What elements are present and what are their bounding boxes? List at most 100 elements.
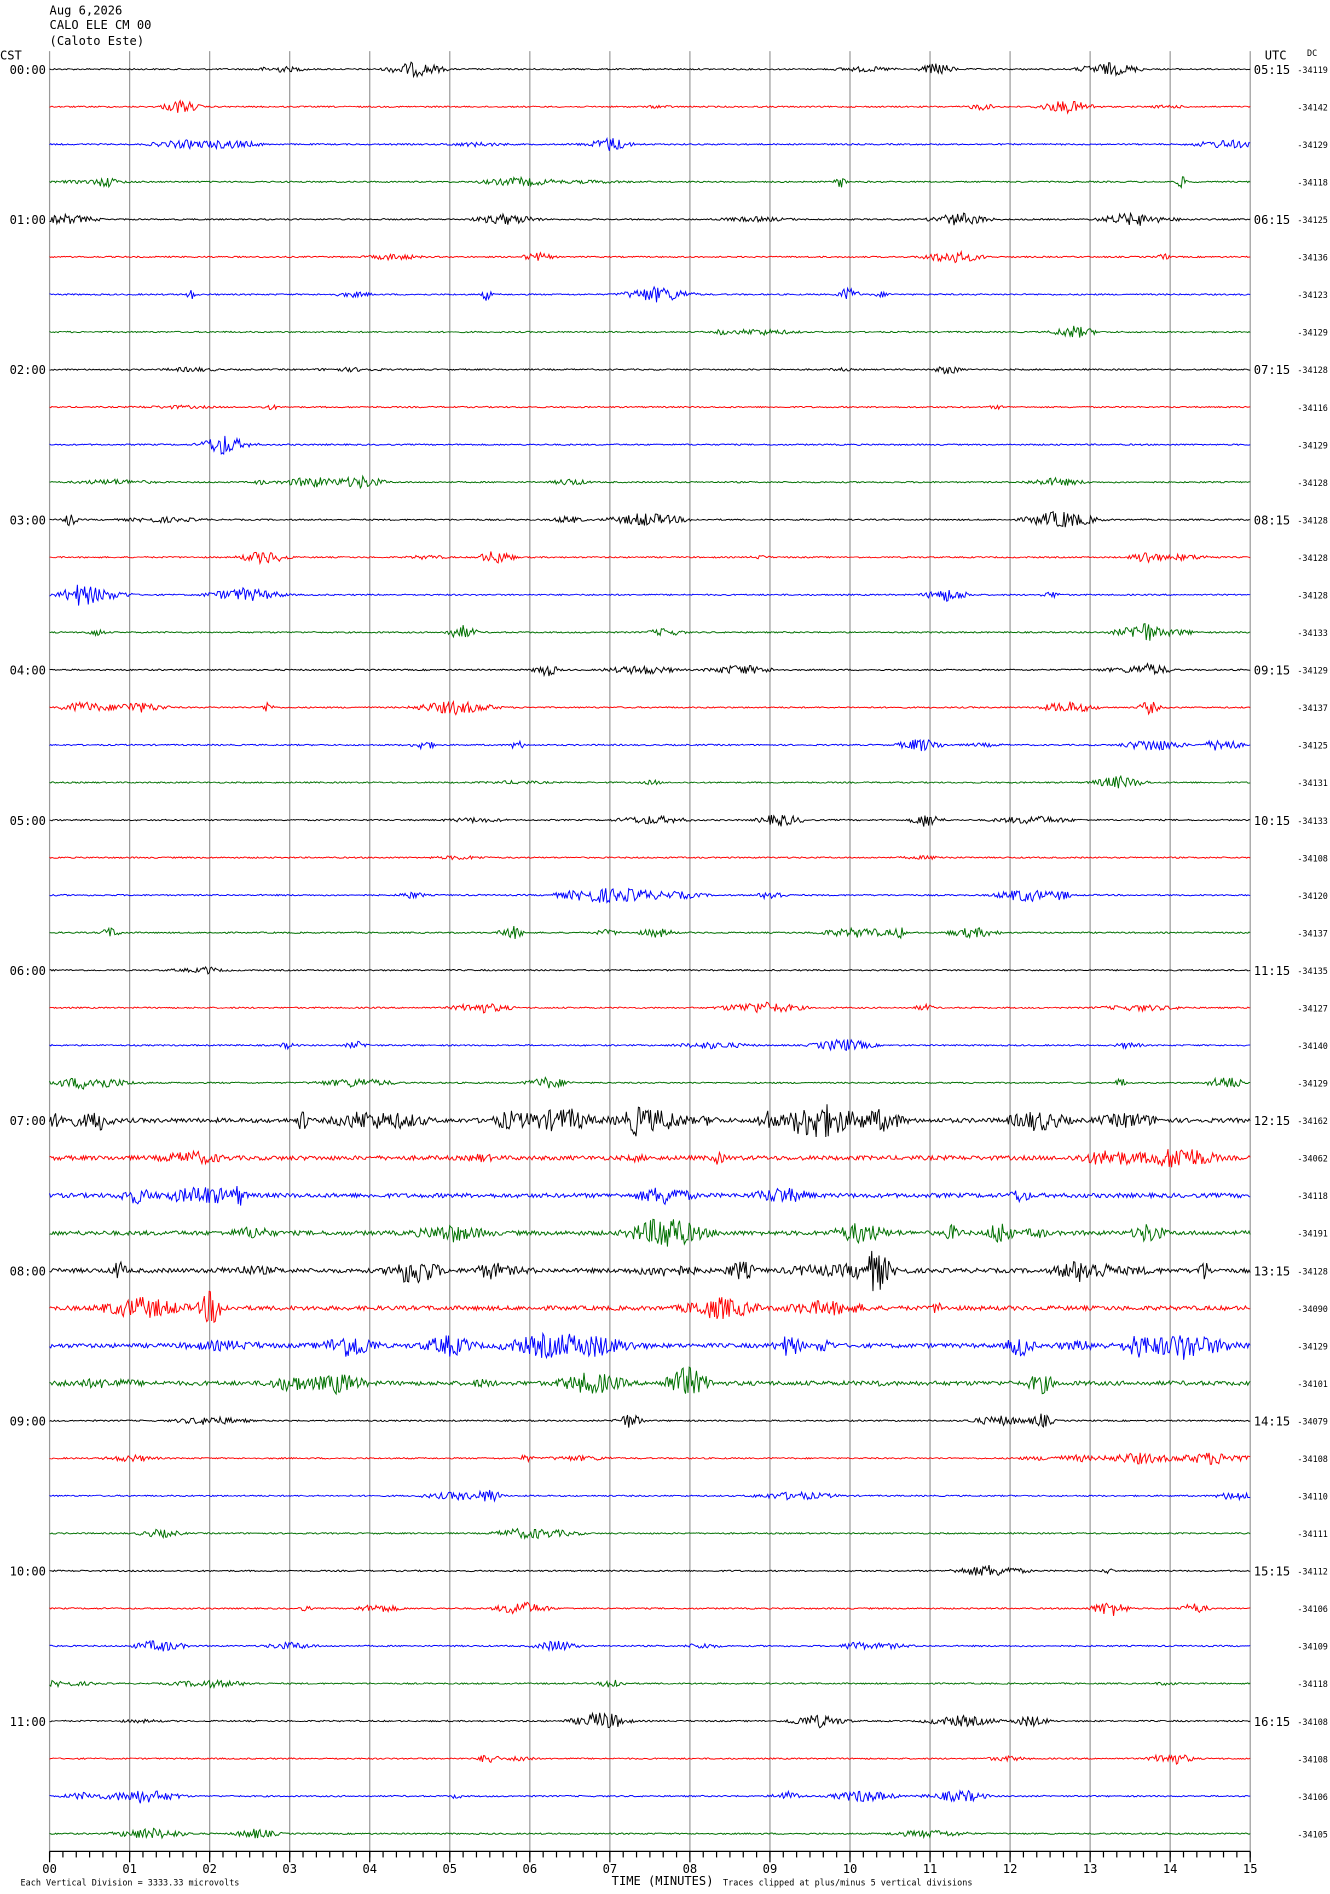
dc-value: -34106 [1297, 1792, 1328, 1802]
dc-value: -34108 [1297, 1717, 1328, 1727]
trace [49, 966, 1251, 975]
dc-value: -34108 [1297, 1754, 1328, 1764]
trace [49, 1452, 1251, 1465]
trace [49, 99, 1251, 115]
utc-label: 11:15 [1254, 964, 1290, 978]
cst-label: 00:00 [10, 63, 46, 77]
dc-value: -34108 [1297, 853, 1328, 863]
clip-note: Traces clipped at plus/minus 5 vertical … [723, 1877, 972, 1887]
utc-label: 07:15 [1254, 363, 1290, 377]
x-tick-label: 06 [523, 1862, 538, 1876]
trace [49, 175, 1251, 190]
trace [49, 1753, 1251, 1765]
utc-label: 06:15 [1254, 213, 1290, 227]
dc-value: -34142 [1297, 102, 1328, 112]
dc-value: -34079 [1297, 1416, 1328, 1426]
trace [49, 1038, 1251, 1052]
dc-value: -34109 [1297, 1642, 1328, 1652]
cst-label: 02:00 [10, 363, 46, 377]
trace [49, 854, 1251, 861]
trace [49, 61, 1251, 79]
x-tick-label: 05 [443, 1862, 458, 1876]
dc-value: -34101 [1297, 1379, 1328, 1389]
cst-label: 06:00 [10, 964, 46, 978]
dc-value: -34128 [1297, 478, 1328, 488]
dc-value: -34105 [1297, 1829, 1328, 1839]
trace [49, 474, 1251, 490]
utc-label: 09:15 [1254, 664, 1290, 678]
left-axis-label: CST [0, 48, 22, 62]
trace [49, 1827, 1251, 1840]
trace [49, 814, 1251, 827]
title-line: (Caloto Este) [50, 34, 145, 48]
x-tick-label: 01 [122, 1862, 137, 1876]
cst-label: 08:00 [10, 1264, 46, 1278]
dc-value: -34162 [1297, 1116, 1328, 1126]
cst-label: 07:00 [10, 1114, 46, 1128]
x-tick-label: 13 [1083, 1862, 1098, 1876]
x-tick-label: 10 [843, 1862, 858, 1876]
cst-label: 01:00 [10, 213, 46, 227]
trace [49, 249, 1251, 264]
trace [49, 1331, 1251, 1360]
trace [49, 1564, 1251, 1576]
utc-label: 08:15 [1254, 513, 1290, 527]
utc-label: 13:15 [1254, 1264, 1290, 1278]
trace [49, 1527, 1251, 1540]
dc-value: -34111 [1297, 1529, 1328, 1539]
cst-label: 04:00 [10, 664, 46, 678]
scale-note: Each Vertical Division = 3333.33 microvo… [21, 1877, 240, 1887]
dc-value: -34191 [1297, 1229, 1328, 1239]
dc-value: -34137 [1297, 703, 1328, 713]
dc-value: -34131 [1297, 778, 1328, 788]
trace [49, 1290, 1251, 1324]
trace [49, 1104, 1251, 1137]
cst-label: 05:00 [10, 814, 46, 828]
trace [49, 584, 1251, 606]
dc-value: -34129 [1297, 328, 1328, 338]
dc-value: -34120 [1297, 891, 1328, 901]
trace [49, 1639, 1251, 1653]
trace [49, 1001, 1251, 1014]
dc-label: DC [1307, 48, 1317, 58]
dc-value: -34118 [1297, 178, 1328, 188]
trace [49, 551, 1251, 566]
dc-value: -34110 [1297, 1492, 1328, 1502]
trace [49, 325, 1251, 338]
x-tick-label: 03 [282, 1862, 297, 1876]
trace [49, 1149, 1251, 1168]
dc-value: -34112 [1297, 1567, 1328, 1577]
trace [49, 1489, 1251, 1503]
title-line: CALO ELE CM 00 [50, 18, 152, 32]
trace [49, 623, 1251, 641]
dc-value: -34128 [1297, 1266, 1328, 1276]
dc-value: -34129 [1297, 140, 1328, 150]
trace [49, 887, 1251, 904]
trace [49, 1413, 1251, 1428]
dc-value: -34129 [1297, 440, 1328, 450]
x-axis-title: TIME (MINUTES) [612, 1874, 714, 1888]
dc-value: -34106 [1297, 1604, 1328, 1614]
x-tick-label: 00 [42, 1862, 57, 1876]
dc-value: -34090 [1297, 1304, 1328, 1314]
trace [49, 1185, 1251, 1206]
dc-value: -34118 [1297, 1191, 1328, 1201]
dc-value: -34123 [1297, 290, 1328, 300]
cst-label: 11:00 [10, 1715, 46, 1729]
utc-label: 12:15 [1254, 1114, 1290, 1128]
trace [49, 211, 1251, 226]
trace [49, 699, 1251, 716]
dc-value: -34128 [1297, 515, 1328, 525]
utc-label: 16:15 [1254, 1715, 1290, 1729]
dc-value: -34128 [1297, 365, 1328, 375]
dc-value: -34129 [1297, 666, 1328, 676]
trace [49, 366, 1251, 375]
x-tick-label: 02 [202, 1862, 217, 1876]
trace [49, 285, 1251, 303]
x-tick-label: 07 [603, 1862, 618, 1876]
trace [49, 1076, 1251, 1090]
dc-value: -34125 [1297, 215, 1328, 225]
trace [49, 926, 1251, 940]
dc-value: -34127 [1297, 1003, 1328, 1013]
